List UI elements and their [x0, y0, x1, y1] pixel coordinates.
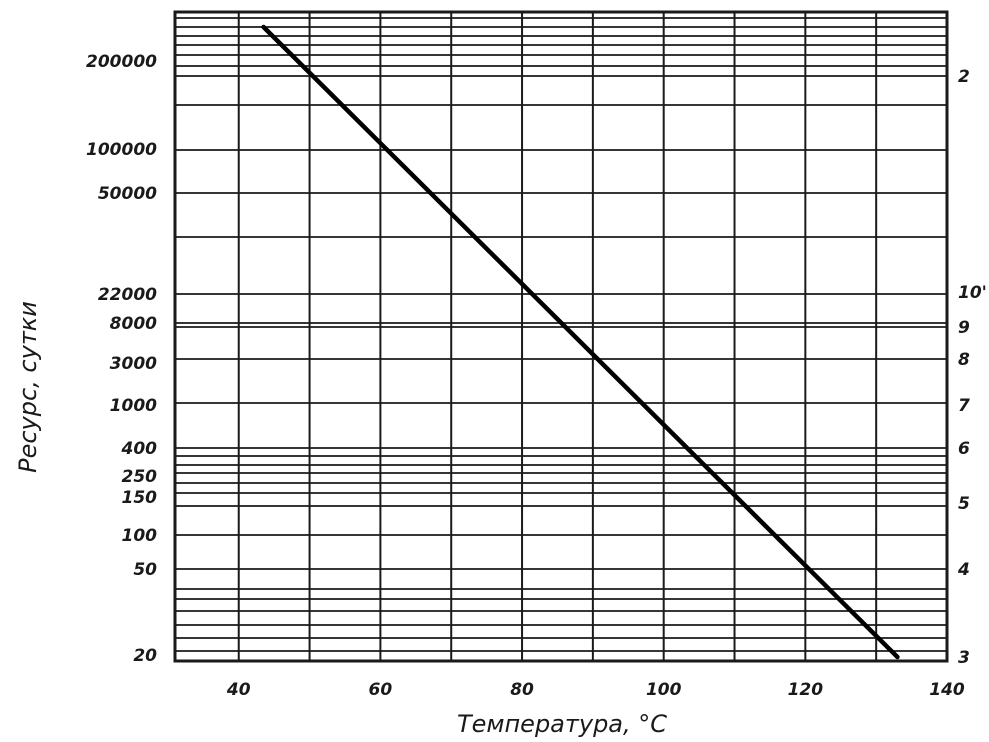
- right-tick-label: 9: [958, 318, 970, 338]
- series-group: [261, 24, 900, 660]
- right-axis-ticks: 2 10' 9 8 7 6 5 4 3: [957, 67, 987, 668]
- right-tick-label: 10': [958, 283, 987, 303]
- x-tick-label: 100: [646, 680, 682, 700]
- right-tick-label: 6: [958, 439, 970, 459]
- x-tick-label: 140: [929, 680, 965, 700]
- left-tick-label: 150: [122, 488, 158, 508]
- left-tick-label: 100: [122, 526, 158, 546]
- left-axis-ticks: 200000 100000 50000 22000 8000 3000 1000 400 250…: [86, 52, 157, 666]
- left-tick-label: 8000: [110, 314, 157, 334]
- right-tick-label: 3: [958, 648, 970, 668]
- right-tick-label: 5: [958, 494, 970, 514]
- left-tick-label: 400: [121, 439, 158, 459]
- left-tick-label: 50000: [98, 184, 157, 204]
- grid: [175, 12, 947, 661]
- series-line: [261, 24, 900, 660]
- x-tick-label: 40: [226, 680, 251, 700]
- left-tick-label: 22000: [98, 285, 157, 305]
- left-tick-label: 50: [133, 560, 157, 580]
- left-tick-label: 3000: [110, 354, 157, 374]
- left-tick-label: 1000: [110, 396, 157, 416]
- x-tick-label: 120: [788, 680, 824, 700]
- x-tick-label: 80: [510, 680, 534, 700]
- left-tick-label: 20: [133, 646, 157, 666]
- x-axis-title: Температура, °С: [457, 710, 667, 738]
- x-tick-label: 60: [369, 680, 393, 700]
- left-tick-label: 200000: [86, 52, 157, 72]
- x-axis-ticks: 40 60 80 100 120 140: [226, 680, 965, 700]
- y-axis-title: Ресурс, сутки: [14, 301, 42, 473]
- plot-frame: [173, 10, 949, 663]
- left-tick-label: 250: [122, 467, 158, 487]
- left-tick-label: 100000: [86, 140, 157, 160]
- right-tick-label: 7: [958, 396, 970, 416]
- right-tick-label: 4: [957, 560, 970, 580]
- right-tick-label: 2: [958, 67, 970, 87]
- right-tick-label: 8: [958, 350, 970, 370]
